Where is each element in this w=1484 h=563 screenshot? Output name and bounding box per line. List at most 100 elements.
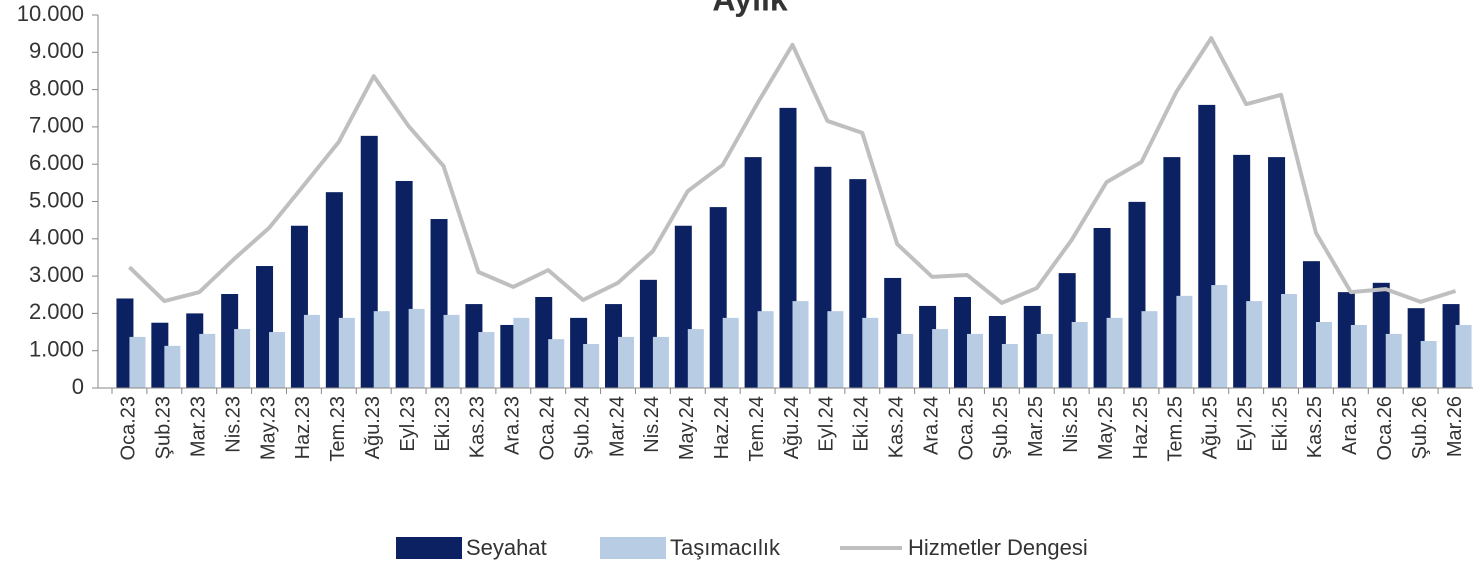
bar — [862, 317, 879, 388]
x-tick-label: Kas.25 — [1304, 396, 1326, 458]
bar — [290, 225, 308, 388]
bar — [605, 304, 623, 388]
x-tick-label: Mar.25 — [1025, 396, 1047, 457]
bar — [570, 317, 588, 388]
bar — [408, 308, 425, 388]
bar — [1407, 308, 1425, 388]
x-tick-label: Ağu.24 — [781, 396, 803, 459]
x-tick-label: Oca.25 — [955, 396, 977, 460]
bar — [129, 336, 146, 388]
bar — [1036, 333, 1053, 388]
bar — [373, 311, 390, 388]
y-tick-label: 7.000 — [29, 113, 84, 138]
bar — [1442, 304, 1460, 388]
bar — [164, 345, 181, 388]
x-tick-label: Şub.23 — [153, 396, 175, 459]
bar — [1350, 324, 1367, 388]
x-tick-label: Ağu.23 — [362, 396, 384, 459]
bar — [1023, 305, 1041, 388]
legend-swatch — [600, 537, 666, 559]
x-tick-label: Şub.24 — [571, 396, 593, 459]
bar — [234, 329, 251, 388]
legend-label: Taşımacılık — [670, 535, 781, 560]
bar — [1093, 227, 1111, 388]
x-tick-label: May.23 — [257, 396, 279, 460]
x-tick-label: Eki.23 — [432, 396, 454, 452]
x-tick-label: Nis.23 — [222, 396, 244, 453]
x-tick-label: Oca.26 — [1374, 396, 1396, 460]
bar — [687, 329, 704, 388]
bar — [1233, 154, 1251, 388]
bar — [792, 301, 809, 388]
y-tick-label: 10.000 — [17, 1, 84, 26]
bar — [639, 279, 657, 388]
bar — [1058, 273, 1076, 388]
bar — [709, 207, 727, 388]
x-tick-label: May.24 — [676, 396, 698, 460]
bar — [674, 225, 692, 388]
bar — [884, 277, 902, 388]
bar — [1372, 282, 1390, 388]
x-tick-label: Haz.25 — [1130, 396, 1152, 459]
x-tick-label: Şub.26 — [1409, 396, 1431, 459]
bar — [932, 329, 949, 388]
bar — [1268, 157, 1286, 388]
bar — [430, 219, 448, 388]
bar — [338, 317, 355, 388]
x-tick-label: Eyl.24 — [816, 396, 838, 452]
bar — [1315, 321, 1332, 388]
bar — [1106, 317, 1123, 388]
y-tick-label: 6.000 — [29, 150, 84, 175]
x-tick-label: Eyl.25 — [1234, 396, 1256, 452]
x-tick-label: Tem.24 — [746, 396, 768, 462]
x-tick-label: Nis.25 — [1060, 396, 1082, 453]
bar — [827, 311, 844, 388]
bar — [1420, 341, 1437, 388]
bar — [199, 333, 216, 388]
y-tick-label: 8.000 — [29, 75, 84, 100]
x-tick-label: Oca.24 — [536, 396, 558, 460]
bar — [1128, 201, 1146, 388]
x-tick-label: Haz.24 — [711, 396, 733, 459]
bar — [478, 332, 495, 388]
bar — [1163, 157, 1181, 388]
bar — [325, 192, 343, 388]
bar — [186, 313, 204, 388]
y-tick-label: 2.000 — [29, 299, 84, 324]
y-tick-label: 4.000 — [29, 225, 84, 250]
bar — [966, 333, 983, 388]
bar — [814, 166, 832, 388]
y-tick-label: 9.000 — [29, 38, 84, 63]
line — [128, 36, 1457, 305]
bar — [722, 317, 739, 388]
x-tick-label: Ara.25 — [1339, 396, 1361, 455]
bar — [1198, 104, 1216, 388]
legend-swatch — [396, 537, 462, 559]
bar — [849, 179, 867, 388]
bar — [535, 296, 553, 388]
legend-label: Hizmetler Dengesi — [908, 535, 1088, 560]
x-tick-label: Eyl.23 — [397, 396, 419, 452]
bar — [513, 317, 530, 388]
bar — [116, 298, 134, 388]
x-tick-label: Ara.24 — [920, 396, 942, 455]
bar — [1141, 311, 1158, 388]
bar — [500, 324, 518, 388]
bar — [618, 336, 635, 388]
bar — [744, 157, 762, 388]
x-tick-label: Mar.23 — [188, 396, 210, 457]
bar — [652, 336, 669, 388]
x-tick-label: Oca.23 — [118, 396, 140, 460]
bar — [1211, 285, 1228, 388]
bar — [221, 294, 239, 388]
x-tick-label: May.25 — [1095, 396, 1117, 460]
bar — [1337, 292, 1355, 388]
x-tick-label: Kas.24 — [885, 396, 907, 458]
bar — [1071, 321, 1088, 388]
x-tick-label: Eki.25 — [1269, 396, 1291, 452]
x-tick-label: Mar.26 — [1444, 396, 1466, 457]
x-tick-label: Ara.23 — [502, 396, 524, 455]
x-tick-label: Kas.23 — [467, 396, 489, 458]
bar — [151, 322, 169, 388]
